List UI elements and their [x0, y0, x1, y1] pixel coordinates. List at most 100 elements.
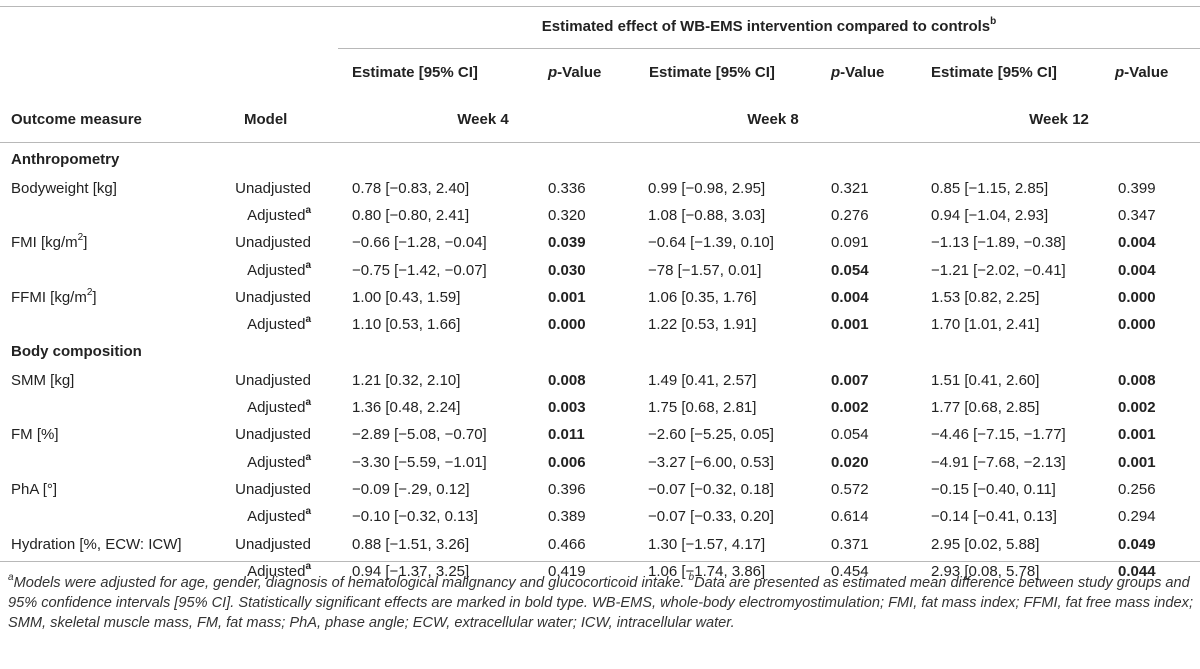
estimate-cell: −0.14 [−0.41, 0.13]	[931, 508, 1057, 526]
model-label: Adjusteda	[247, 506, 311, 526]
col-estimate-w4: Estimate [95% CI]	[352, 64, 478, 81]
estimate-cell: 1.77 [0.68, 2.85]	[931, 399, 1040, 417]
col-model: Model	[244, 111, 288, 128]
estimate-cell: −0.09 [−.29, 0.12]	[352, 481, 470, 498]
section-title: Anthropometry	[11, 151, 120, 168]
p-value-cell: 0.002	[1118, 399, 1156, 417]
p-value-cell: 0.276	[831, 207, 869, 225]
p-value-cell: 0.006	[548, 453, 586, 471]
estimate-cell: 1.49 [0.41, 2.57]	[648, 371, 757, 389]
outcome-measure-name: FM [%]	[11, 426, 59, 444]
table-bottom-rule	[0, 561, 1200, 562]
group-header-rule	[338, 48, 1200, 49]
estimate-cell: 0.94 [−1.04, 2.93]	[931, 207, 1049, 225]
p-value-cell: 0.008	[1118, 371, 1156, 389]
estimate-cell: 1.21 [0.32, 2.10]	[352, 371, 461, 389]
estimate-cell: −4.91 [−7.68, −2.13]	[931, 453, 1066, 471]
p-value-cell: 0.011	[548, 426, 585, 444]
col-pvalue-w8: p-Value	[831, 64, 885, 81]
p-value-cell: 0.039	[548, 234, 586, 252]
estimate-cell: 0.78 [−0.83, 2.40]	[352, 179, 470, 197]
p-value-cell: 0.371	[831, 535, 869, 553]
p-value-cell: 0.002	[831, 399, 869, 417]
p-value-cell: 0.004	[1118, 261, 1156, 279]
col-estimate-w8: Estimate [95% CI]	[649, 64, 775, 81]
outcome-measure-name: FMI [kg/m2]	[11, 232, 88, 252]
model-label: Unadjusted	[235, 535, 311, 553]
col-pvalue-w12: p-Value	[1115, 64, 1169, 81]
estimate-cell: 0.94 [−1.37, 3.25]	[352, 562, 470, 580]
header-bottom-rule	[0, 142, 1200, 143]
p-value-cell: 0.000	[1118, 289, 1156, 306]
p-value-cell: 0.000	[548, 316, 586, 334]
estimate-cell: −0.15 [−0.40, 0.11]	[931, 481, 1056, 498]
estimate-cell: 1.70 [1.01, 2.41]	[931, 316, 1040, 334]
estimate-cell: 1.53 [0.82, 2.25]	[931, 289, 1040, 306]
outcome-measure-name: SMM [kg]	[11, 371, 75, 389]
estimate-cell: 1.75 [0.68, 2.81]	[648, 399, 757, 417]
estimate-cell: −0.07 [−0.32, 0.18]	[648, 481, 774, 498]
estimate-cell: −0.10 [−0.32, 0.13]	[352, 508, 478, 526]
p-value-cell: 0.008	[548, 371, 586, 389]
p-value-cell: 0.091	[831, 234, 869, 252]
week-4-label: Week 4	[457, 111, 509, 128]
model-label: Unadjusted	[235, 371, 311, 389]
estimate-cell: 0.85 [−1.15, 2.85]	[931, 179, 1049, 197]
estimate-cell: 1.06 [−1.74, 3.86]	[648, 562, 766, 580]
model-label: Adjusteda	[247, 314, 311, 334]
estimate-cell: 1.08 [−0.88, 3.03]	[648, 207, 766, 225]
p-value-cell: 0.389	[548, 508, 586, 526]
p-value-cell: 0.049	[1118, 535, 1156, 553]
p-value-cell: 0.003	[548, 399, 586, 417]
estimate-cell: −0.07 [−0.33, 0.20]	[648, 508, 774, 526]
p-value-cell: 0.001	[1118, 453, 1156, 471]
estimate-cell: 2.93 [0.08, 5.78]	[931, 562, 1040, 580]
p-value-cell: 0.007	[831, 371, 869, 389]
p-value-cell: 0.001	[1118, 426, 1156, 444]
model-label: Adjusteda	[247, 259, 311, 279]
outcome-measure-name: PhA [°]	[11, 481, 58, 498]
estimate-cell: 1.36 [0.48, 2.24]	[352, 399, 461, 417]
model-label: Adjusteda	[247, 397, 311, 417]
outcome-measure-name: Bodyweight [kg]	[11, 179, 117, 197]
p-value-cell: 0.419	[548, 562, 586, 580]
outcome-measure-name: FFMI [kg/m2]	[11, 287, 97, 307]
estimate-cell: 0.80 [−0.80, 2.41]	[352, 207, 470, 225]
outcome-measure-name: Hydration [%, ECW: ICW]	[11, 535, 182, 553]
p-value-cell: 0.054	[831, 261, 869, 279]
estimate-cell: −0.66 [−1.28, −0.04]	[352, 234, 487, 252]
p-value-cell: 0.454	[831, 562, 869, 580]
p-value-cell: 0.466	[548, 535, 586, 553]
p-value-cell: 0.004	[831, 289, 869, 306]
estimate-cell: −3.27 [−6.00, 0.53]	[648, 453, 774, 471]
estimate-cell: 1.22 [0.53, 1.91]	[648, 316, 757, 334]
p-value-cell: 0.004	[1118, 234, 1156, 252]
col-estimate-w12: Estimate [95% CI]	[931, 64, 1057, 81]
model-label: Adjusteda	[247, 205, 311, 225]
estimate-cell: 1.00 [0.43, 1.59]	[352, 289, 461, 306]
p-value-cell: 0.001	[548, 289, 586, 306]
estimate-cell: −1.21 [−2.02, −0.41]	[931, 261, 1066, 279]
group-title: Estimated effect of WB-EMS intervention …	[541, 16, 997, 36]
p-value-cell: 0.572	[831, 481, 869, 498]
table-top-rule	[0, 6, 1200, 7]
model-label: Adjusteda	[247, 451, 311, 471]
p-value-cell: 0.399	[1118, 179, 1156, 197]
p-value-cell: 0.020	[831, 453, 869, 471]
p-value-cell: 0.336	[548, 179, 586, 197]
p-value-cell: 0.044	[1118, 562, 1156, 580]
estimate-cell: 0.88 [−1.51, 3.26]	[352, 535, 470, 553]
col-pvalue-w4: p-Value	[548, 64, 602, 81]
estimate-cell: 1.30 [−1.57, 4.17]	[648, 535, 766, 553]
model-label: Unadjusted	[235, 426, 311, 444]
estimate-cell: 0.99 [−0.98, 2.95]	[648, 179, 766, 197]
p-value-cell: 0.256	[1118, 481, 1156, 498]
estimate-cell: −78 [−1.57, 0.01]	[648, 261, 762, 279]
model-label: Unadjusted	[235, 234, 311, 252]
estimate-cell: 1.51 [0.41, 2.60]	[931, 371, 1040, 389]
week-8-label: Week 8	[747, 111, 799, 128]
estimate-cell: −4.46 [−7.15, −1.77]	[931, 426, 1066, 444]
model-label: Unadjusted	[235, 289, 311, 306]
model-label: Adjusteda	[247, 560, 311, 580]
p-value-cell: 0.030	[548, 261, 586, 279]
